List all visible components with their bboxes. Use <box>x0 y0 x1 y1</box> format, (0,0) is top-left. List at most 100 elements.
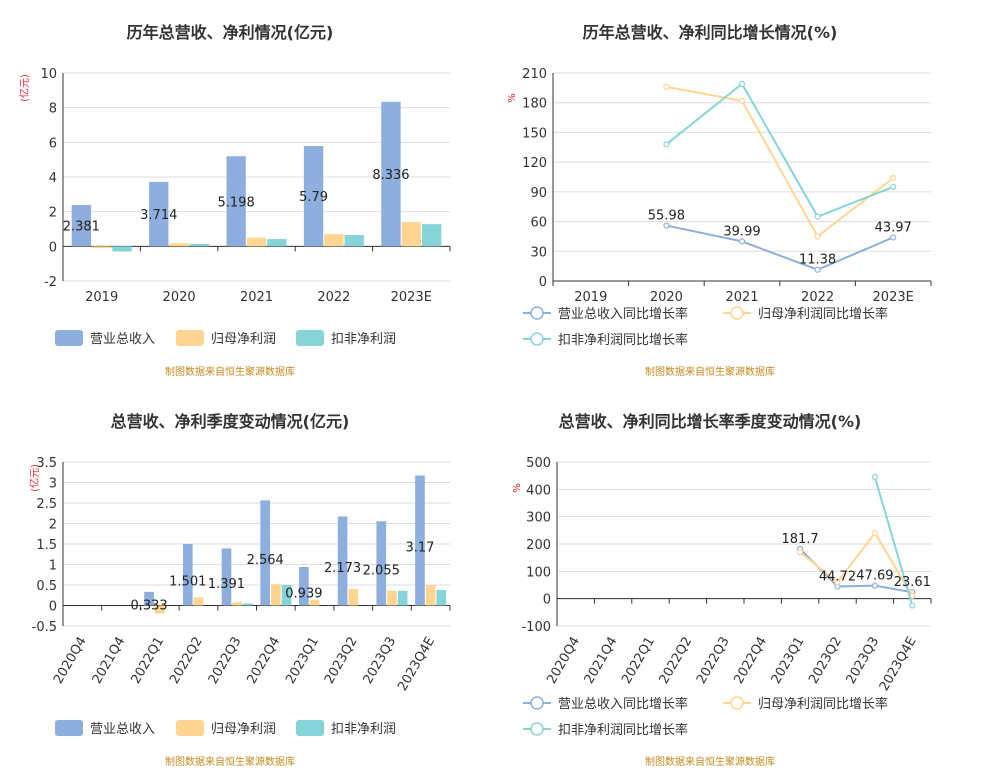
quarter-growth-data-label-2023q3: 47.69 <box>856 569 893 584</box>
quarter-amount-bar-s0-2022q2 <box>182 543 193 606</box>
annual-growth-x-label-2019: 2019 <box>574 290 607 305</box>
quarter-amount-bar-s1-2023q2 <box>348 589 359 606</box>
quarter-amount-legend-swatch-s1 <box>176 720 204 736</box>
annual-growth-source-note: 制图数据来自恒生聚源数据库 <box>645 365 775 378</box>
annual-growth-y-tick-label: 180 <box>522 97 547 112</box>
annual-amount-bar-s0-2022 <box>303 145 324 247</box>
quarter-amount-bar-s1-2022q2 <box>193 597 204 606</box>
quarter-amount-bar-s2-2022q3 <box>242 603 253 606</box>
quarter-growth-point-s1-2023q1 <box>796 549 804 556</box>
annual-growth-data-label-2020: 55.98 <box>648 209 685 224</box>
annual-amount-bar-s1-2023e <box>401 222 421 247</box>
quarter-growth-legend-marker-s1 <box>730 696 744 710</box>
quarter-growth-legend-item-s2[interactable]: 扣非净利润同比增长率 <box>523 722 688 738</box>
annual-amount-bar-s2-2021 <box>267 239 287 247</box>
annual-growth-y-tick-label: 150 <box>522 126 547 141</box>
quarter-growth-legend-marker-s2 <box>530 722 544 736</box>
annual-growth-y-tick-label: 210 <box>522 67 547 82</box>
quarter-growth-x-label-2022q1: 2022Q1 <box>619 635 658 687</box>
annual-growth-x-label-2023e: 2023E <box>873 290 914 305</box>
annual-amount-source-note: 制图数据来自恒生聚源数据库 <box>165 365 295 378</box>
annual-growth-legend-marker-s1 <box>730 306 744 320</box>
annual-amount-y-tick-label: 2 <box>49 206 57 221</box>
quarter-amount-bar-s2-2023q3 <box>397 590 408 606</box>
annual-growth-data-label-2021: 39.99 <box>723 224 760 239</box>
quarter-amount-legend-swatch-s0 <box>55 720 83 736</box>
quarter-amount-legend-item-s2[interactable]: 扣非净利润 <box>296 720 396 737</box>
annual-growth-y-unit: % <box>507 93 518 103</box>
annual-growth-legend-item-s0[interactable]: 营业总收入同比增长率 <box>523 306 688 322</box>
quarter-growth-y-unit: % <box>512 483 523 493</box>
quarter-amount-legend-item-s1[interactable]: 归母净利润 <box>176 720 276 737</box>
annual-amount-bar-s0-2023e <box>381 101 401 247</box>
quarter-growth-point-s1-2023q3 <box>871 529 879 537</box>
quarter-amount-data-label-2022q3: 1.391 <box>208 577 245 592</box>
annual-growth-x-label-2021: 2021 <box>725 290 758 305</box>
quarter-amount-bar-s1-2023q3 <box>387 590 397 606</box>
annual-growth-legend-marker-s0 <box>530 306 544 320</box>
quarter-amount-source-note: 制图数据来自恒生聚源数据库 <box>165 755 295 768</box>
annual-amount-legend-swatch-s1 <box>176 330 204 346</box>
annual-growth-y-tick-label: 30 <box>530 245 547 260</box>
quarter-amount-data-label-2023q1: 0.939 <box>285 586 322 601</box>
annual-growth-point-s2-2022 <box>814 213 821 220</box>
annual-growth-point-s2-2023e <box>890 183 897 191</box>
quarter-amount-y-tick-label: 2 <box>49 518 57 533</box>
annual-growth-line-s2 <box>665 82 894 218</box>
quarter-amount-bar-s0-2022q3 <box>221 548 232 606</box>
annual-growth-y-tick-label: 90 <box>530 186 547 201</box>
quarter-amount-legend-swatch-s2 <box>296 720 324 736</box>
quarter-amount-legend-item-s0[interactable]: 营业总收入 <box>55 720 155 737</box>
annual-amount-data-label-2019: 2.381 <box>63 220 100 235</box>
quarter-amount-x-label-2022q3: 2022Q3 <box>206 635 245 687</box>
quarter-amount-y-tick-label: 1 <box>49 559 57 574</box>
annual-amount-y-tick-label: 0 <box>49 240 57 255</box>
quarter-amount-bar-s0-2023q3 <box>376 521 387 606</box>
quarter-amount-bar-s1-2023q4e <box>425 585 436 606</box>
quarter-growth-y-tick-label: 300 <box>526 511 551 526</box>
quarter-growth-legend-label-s2: 扣非净利润同比增长率 <box>558 722 688 738</box>
annual-growth-legend-item-s2[interactable]: 扣非净利润同比增长率 <box>523 332 688 348</box>
quarter-growth-legend-marker-s0 <box>530 696 544 710</box>
quarter-amount-x-label-2023q4e: 2023Q4E <box>395 635 438 694</box>
quarter-amount-y-tick-label: 3.5 <box>36 456 57 471</box>
quarter-amount-y-tick-label: 0.5 <box>36 579 57 594</box>
annual-amount-legend-item-s0[interactable]: 营业总收入 <box>55 330 155 347</box>
quarter-amount-x-label-2022q4: 2022Q4 <box>245 635 284 687</box>
annual-growth-point-s0-2020 <box>663 222 670 229</box>
annual-growth-data-label-2022: 11.38 <box>799 253 836 268</box>
annual-amount-legend-item-s1[interactable]: 归母净利润 <box>176 330 276 347</box>
annual-growth-chart: 历年总营收、净利同比增长情况(%)% 0 30 60 90 120 150 180 210 201… <box>507 23 932 378</box>
annual-amount-data-label-2020: 3.714 <box>140 208 177 223</box>
quarter-growth-legend-item-s1[interactable]: 归母净利润同比增长率 <box>723 696 888 712</box>
annual-amount-legend-label-s1: 归母净利润 <box>211 332 276 347</box>
annual-growth-y-tick-label: 60 <box>530 216 547 231</box>
annual-amount-bar-s0-2019 <box>71 205 92 247</box>
quarter-amount-data-label-2022q4: 2.564 <box>247 553 284 568</box>
quarter-growth-x-label-2022q3: 2022Q3 <box>694 635 733 687</box>
annual-growth-y-tick-label: 0 <box>539 275 547 290</box>
quarter-growth-y-tick-label: 500 <box>526 456 551 471</box>
annual-amount-y-tick-label: 6 <box>49 136 57 151</box>
quarter-amount-bar-s1-2023q1 <box>309 600 320 606</box>
annual-growth-legend-item-s1[interactable]: 归母净利润同比增长率 <box>723 306 888 322</box>
quarter-growth-y-tick-label: -100 <box>521 620 551 635</box>
quarter-amount-x-label-2020q4: 2020Q4 <box>51 635 90 687</box>
quarter-amount-bar-s0-2023q4e <box>415 475 425 606</box>
annual-growth-line-s0 <box>666 224 894 271</box>
annual-amount-title: 历年总营收、净利情况(亿元) <box>127 23 334 42</box>
annual-amount-legend-item-s2[interactable]: 扣非净利润 <box>296 330 396 347</box>
quarter-amount-x-label-2021q4: 2021Q4 <box>90 635 129 687</box>
quarter-amount-bar-s1-2022q3 <box>232 602 242 606</box>
annual-amount-x-label-2022: 2022 <box>317 290 350 305</box>
quarter-growth-legend-item-s0[interactable]: 营业总收入同比增长率 <box>523 696 688 712</box>
annual-amount-bar-s0-2021 <box>226 156 246 247</box>
annual-amount-data-label-2021: 5.198 <box>218 195 255 210</box>
annual-amount-legend-swatch-s2 <box>296 330 324 346</box>
quarter-growth-x-label-2023q3: 2023Q3 <box>844 635 883 687</box>
annual-amount-legend-label-s0: 营业总收入 <box>90 332 155 347</box>
quarter-growth-x-label-2022q4: 2022Q4 <box>731 635 770 687</box>
annual-growth-point-s2-2020 <box>663 141 670 148</box>
quarter-growth-y-tick-label: 200 <box>526 538 551 553</box>
annual-amount-y-tick-label: 8 <box>49 102 57 117</box>
